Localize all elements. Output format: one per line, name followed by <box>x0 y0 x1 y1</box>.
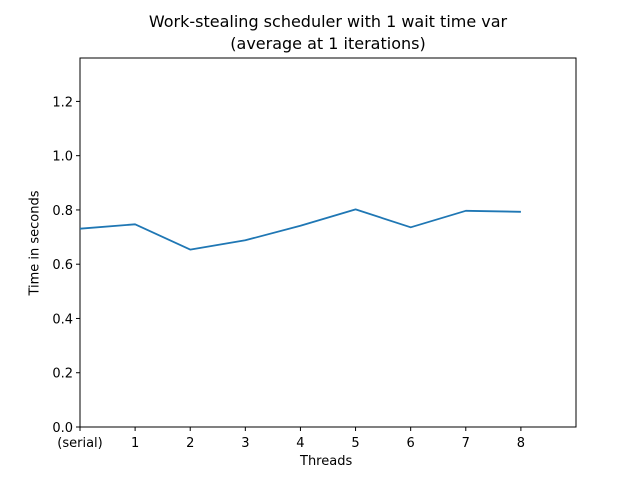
y-tick-label: 0.8 <box>52 204 73 219</box>
y-axis-label: Time in seconds <box>27 190 43 296</box>
x-tick-label: 3 <box>241 436 249 451</box>
x-tick-label: 4 <box>296 436 304 451</box>
y-tick-label: 0.4 <box>52 312 73 327</box>
series-line <box>79 208 521 251</box>
x-tick-label: 6 <box>407 436 415 451</box>
x-tick-label: 5 <box>351 436 359 451</box>
plot-frame <box>79 57 577 428</box>
x-tick-label: 8 <box>517 436 525 451</box>
x-tick-label: 7 <box>462 436 470 451</box>
y-tick-label: 1.0 <box>52 150 73 165</box>
x-tick-label: (serial) <box>57 436 102 451</box>
y-tick-label: 0.0 <box>52 421 73 436</box>
y-tick-label: 0.2 <box>52 367 73 382</box>
chart-subtitle: (average at 1 iterations) <box>230 34 426 53</box>
x-tick-label: 2 <box>186 436 194 451</box>
x-axis-label: Threads <box>300 454 353 469</box>
chart-title: Work-stealing scheduler with 1 wait time… <box>148 12 508 31</box>
y-tick-label: 1.2 <box>52 95 73 110</box>
x-tick-label: 1 <box>131 436 139 451</box>
y-tick-label: 0.6 <box>52 258 73 273</box>
